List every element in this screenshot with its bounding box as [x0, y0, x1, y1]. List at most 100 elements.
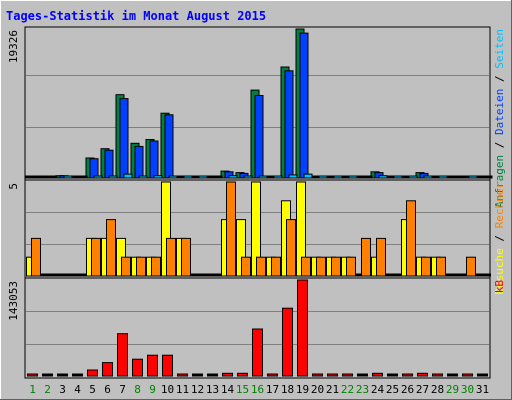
- bar-dateien-day-16: [254, 95, 264, 179]
- bar-kb-day-25: [387, 373, 398, 377]
- series-legend-label: Anfragen / Dateien / Seiten: [493, 29, 506, 208]
- legend-part: Rechner: [493, 182, 506, 229]
- day-label-31: 31: [476, 383, 489, 396]
- day-label-6: 6: [104, 383, 111, 396]
- bar-dateien-day-5: [89, 158, 99, 179]
- bar-rechner-day-26: [406, 200, 416, 277]
- bar-seiten-day-29: [453, 175, 463, 179]
- bar-rechner-day-13: [211, 273, 221, 277]
- bar-rechner-day-11: [181, 237, 191, 277]
- bar-kb-day-3: [57, 373, 68, 377]
- day-label-3: 3: [59, 383, 66, 396]
- bar-dateien-day-6: [104, 149, 114, 179]
- y-max-label: 143053: [7, 281, 20, 321]
- bar-rechner-day-2: [46, 273, 56, 277]
- bar-seiten-day-4: [78, 175, 88, 179]
- bar-rechner-day-8: [136, 256, 146, 277]
- bar-seiten-day-26: [408, 175, 418, 179]
- bar-rechner-day-31: [481, 273, 491, 277]
- bar-seiten-day-27: [423, 175, 433, 179]
- bar-seiten-day-30: [468, 175, 478, 179]
- bar-kb-day-11: [177, 373, 188, 377]
- bar-kb-day-19: [297, 279, 308, 377]
- bar-rechner-day-23: [361, 237, 371, 277]
- bar-kb-day-10: [162, 354, 173, 377]
- bar-seiten-day-11: [183, 175, 193, 179]
- bar-rechner-day-17: [271, 256, 281, 277]
- day-label-14: 14: [221, 383, 235, 396]
- bar-kb-day-28: [432, 373, 443, 377]
- bar-seiten-day-1: [33, 175, 43, 179]
- bar-seiten-day-6: [108, 175, 118, 179]
- day-label-17: 17: [266, 383, 279, 396]
- bar-rechner-day-15: [241, 256, 251, 277]
- day-label-16: 16: [251, 383, 264, 396]
- bar-seiten-day-25: [393, 175, 403, 179]
- day-label-9: 9: [149, 383, 156, 396]
- day-label-30: 30: [461, 383, 474, 396]
- legend-part: Seiten: [493, 29, 506, 69]
- bar-rechner-day-10: [166, 237, 176, 277]
- bar-rechner-day-7: [121, 256, 131, 277]
- legend-part: Anfragen: [493, 155, 506, 208]
- bar-seiten-day-12: [198, 175, 208, 179]
- bar-rechner-day-3: [61, 273, 71, 277]
- bar-seiten-day-31: [483, 175, 493, 179]
- bar-kb-day-20: [312, 373, 323, 377]
- chart-panels: 19326 Anfragen / Dateien / Seiten 5 Besuche…: [7, 26, 506, 379]
- legend-part: kB: [493, 280, 506, 294]
- bar-seiten-day-21: [333, 175, 343, 179]
- day-label-1: 1: [29, 383, 36, 396]
- legend-part: /: [493, 135, 506, 155]
- series-legend-label: kB: [493, 280, 506, 294]
- day-label-27: 27: [416, 383, 429, 396]
- legend-part: Dateien: [493, 89, 506, 135]
- bar-rechner-day-1: [31, 237, 41, 277]
- bar-kb-day-1: [27, 373, 38, 377]
- panel-mid: 5 Besuche / Rechner: [7, 179, 506, 295]
- bar-kb-day-26: [402, 373, 413, 377]
- bar-seiten-day-10: [168, 175, 178, 179]
- day-label-4: 4: [74, 383, 81, 396]
- legend-part: Besuche: [493, 248, 506, 294]
- bar-rechner-day-28: [436, 256, 446, 277]
- bar-kb-day-27: [417, 372, 428, 377]
- day-label-8: 8: [134, 383, 141, 396]
- bar-seiten-day-19: [303, 173, 313, 179]
- chart-title: Tages-Statistik im Monat August 2015: [6, 9, 266, 23]
- day-label-22: 22: [341, 383, 354, 396]
- bar-seiten-day-14: [228, 175, 238, 179]
- bar-rechner-day-4: [76, 273, 86, 277]
- legend-part: /: [493, 69, 506, 89]
- bar-seiten-day-8: [138, 175, 148, 179]
- day-label-5: 5: [89, 383, 96, 396]
- bar-kb-day-18: [282, 307, 293, 377]
- bar-kb-day-16: [252, 328, 263, 377]
- bar-dateien-day-9: [149, 140, 159, 179]
- bar-seiten-day-18: [288, 174, 298, 179]
- bar-dateien-day-10: [164, 114, 174, 179]
- day-label-24: 24: [371, 383, 385, 396]
- day-label-7: 7: [119, 383, 126, 396]
- bar-rechner-day-30: [466, 256, 476, 277]
- bar-seiten-day-16: [258, 175, 268, 179]
- bar-kb-day-17: [267, 373, 278, 377]
- day-label-23: 23: [356, 383, 369, 396]
- bar-rechner-day-14: [226, 181, 236, 277]
- day-label-13: 13: [206, 383, 219, 396]
- bar-seiten-day-15: [243, 175, 253, 179]
- bar-kb-day-9: [147, 354, 158, 377]
- day-label-20: 20: [311, 383, 324, 396]
- bar-kb-day-21: [327, 373, 338, 377]
- bar-kb-day-24: [372, 372, 383, 377]
- bar-rechner-day-27: [421, 256, 431, 277]
- bar-seiten-day-5: [93, 175, 103, 179]
- bar-kb-day-15: [237, 372, 248, 377]
- bar-rechner-day-9: [151, 256, 161, 277]
- bar-kb-day-5: [87, 369, 98, 377]
- bar-seiten-day-28: [438, 175, 448, 179]
- bar-seiten-day-24: [378, 175, 388, 179]
- bar-kb-day-22: [342, 373, 353, 377]
- day-label-10: 10: [161, 383, 174, 396]
